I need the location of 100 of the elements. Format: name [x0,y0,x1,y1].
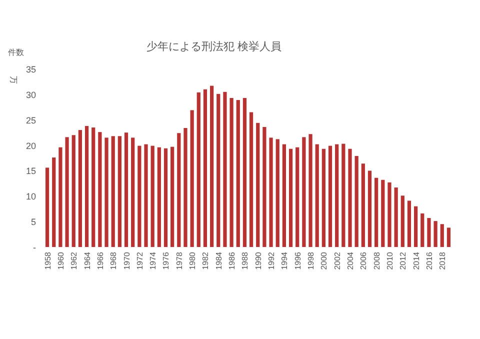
x-tick-label: 1972 [135,251,144,270]
bar [190,110,194,247]
bar [203,89,208,247]
bar [242,98,247,247]
bar [361,164,365,247]
bar [322,148,326,247]
bar [196,92,200,247]
x-tick-label: 2000 [320,251,329,270]
x-tick-label: 1986 [228,251,237,270]
x-tick-label: 1978 [174,251,184,270]
bar [420,213,424,247]
x-tick-label: 2012 [398,251,408,270]
x-tick-label: 2014 [412,251,421,270]
bar [302,137,306,247]
bar [296,147,300,247]
bar [288,148,293,247]
bar [144,144,148,247]
y-tick-label: 15 [26,166,36,176]
bar [328,146,332,247]
text: 件数 [8,48,24,57]
x-tick-label: 1984 [214,251,224,270]
bar [210,86,214,247]
bar [427,218,431,247]
y-axis-title: 万 [9,76,18,84]
x-tick-label: 1968 [109,251,118,270]
bar [111,136,115,247]
x-tick-label: 1976 [162,251,171,270]
bar [52,157,56,247]
bar [104,138,108,247]
x-tick-label: 1964 [82,251,92,270]
bar [440,224,444,247]
bar [78,130,82,247]
bar [65,137,69,247]
bar [407,200,412,247]
bar [118,136,122,247]
bar [400,196,404,247]
x-tick-label: 1980 [188,251,198,270]
bar [388,182,392,247]
bar [138,146,142,247]
bar [269,138,273,247]
bar [308,134,312,247]
bar [256,122,260,247]
y-tick-label: - [33,242,36,252]
bar [282,144,286,247]
x-tick-label: 2004 [346,251,355,270]
bar [236,100,240,247]
x-tick-label: 1960 [56,251,66,270]
bar [184,128,188,247]
x-tick-label: 2006 [359,251,368,270]
bar [58,147,62,247]
x-tick-label: 2016 [424,251,434,270]
bar [434,221,438,247]
x-tick-label: 1998 [306,251,316,270]
bar [223,92,227,247]
bar [216,94,220,247]
x-tick-label: 1958 [43,251,52,270]
y-tick-label: 5 [30,217,36,228]
bar [381,180,385,247]
y-tick-label: 25 [26,115,36,126]
bar [72,135,76,247]
bar [131,138,135,247]
bar [335,144,339,247]
x-tick-label: 2002 [332,251,342,270]
bar [45,168,50,247]
x-tick-label: 2018 [438,251,448,270]
x-tick-label: 1962 [70,251,79,270]
x-tick-label: 2010 [385,251,394,270]
x-tick-label: 1988 [240,251,250,270]
y-tick-label: 35 [26,64,36,74]
bar [262,126,266,247]
bar [348,148,352,247]
bar [92,127,96,247]
bar [342,144,346,247]
bar [170,146,174,247]
bar [157,147,161,247]
chart-title: 少年による刑法犯 検挙人員 [146,40,282,53]
bar [368,170,372,247]
bar [150,146,154,247]
bar [249,112,254,247]
bar [177,133,181,247]
x-tick-label: 1974 [148,251,158,270]
bar [374,178,378,247]
bar [124,132,128,247]
x-tick-label: 1970 [122,251,132,270]
bar [414,206,418,247]
bar [230,98,234,247]
x-tick-label: 1966 [96,251,105,270]
bar [354,156,358,247]
bar [315,144,319,247]
y-tick-label: 30 [26,90,36,100]
bar [446,228,451,247]
bar [164,148,168,247]
x-tick-label: 1982 [201,251,210,270]
x-tick-label: 2008 [372,251,382,270]
y-tick-label: 20 [26,140,36,151]
bar [84,126,89,247]
y-tick-label: 10 [26,192,36,202]
bar [394,187,398,247]
bar [98,132,102,247]
bar [276,139,280,247]
